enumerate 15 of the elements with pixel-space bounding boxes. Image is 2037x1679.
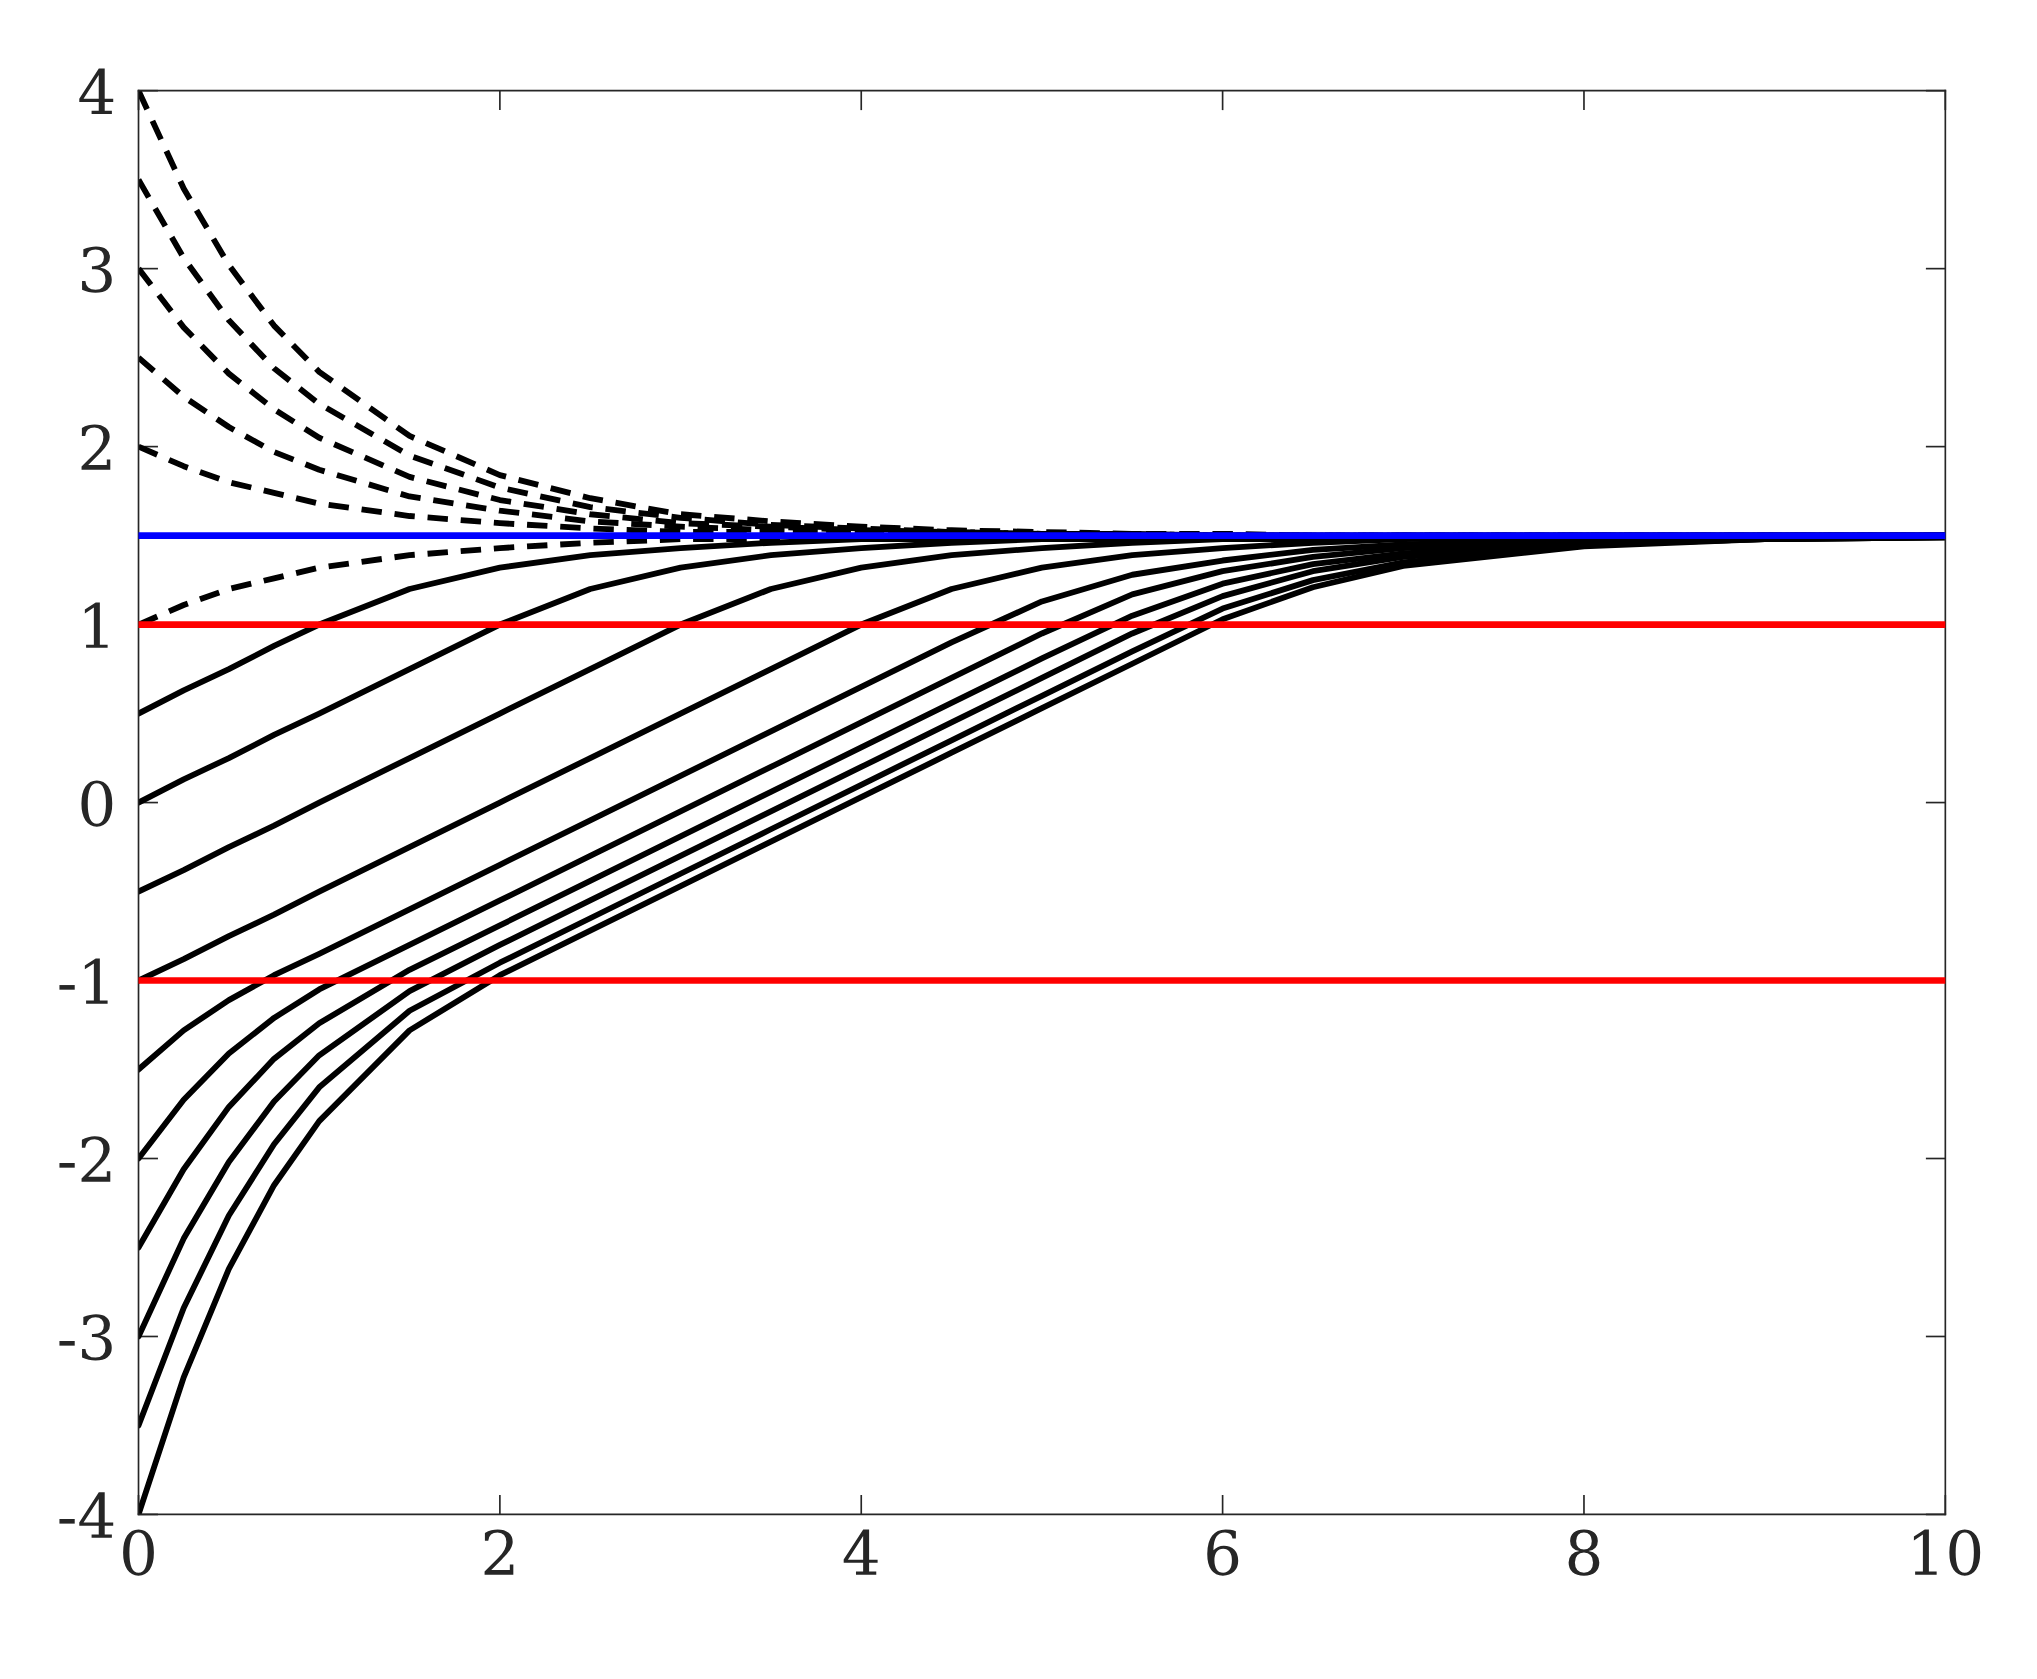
y-tick-label: 2 <box>81 424 111 470</box>
x-tick-label: 6 <box>1207 1529 1239 1576</box>
y-tick-label: -1 <box>59 958 108 1004</box>
y-tick-label: -4 <box>59 1492 114 1538</box>
y-tick-label: 4 <box>79 68 114 114</box>
y-tick-label: 0 <box>81 780 113 827</box>
x-tick-label: 8 <box>1568 1529 1600 1576</box>
x-tick-label: 0 <box>123 1529 154 1576</box>
y-tick-label: 1 <box>84 602 108 648</box>
x-tick-label: 2 <box>484 1529 514 1575</box>
x-tick-label: 4 <box>843 1529 878 1575</box>
x-tick-label: 10 <box>1913 1529 1981 1576</box>
y-tick-label: 3 <box>82 246 112 293</box>
y-tick-label: -2 <box>59 1136 111 1182</box>
y-tick-label: -3 <box>59 1314 112 1361</box>
